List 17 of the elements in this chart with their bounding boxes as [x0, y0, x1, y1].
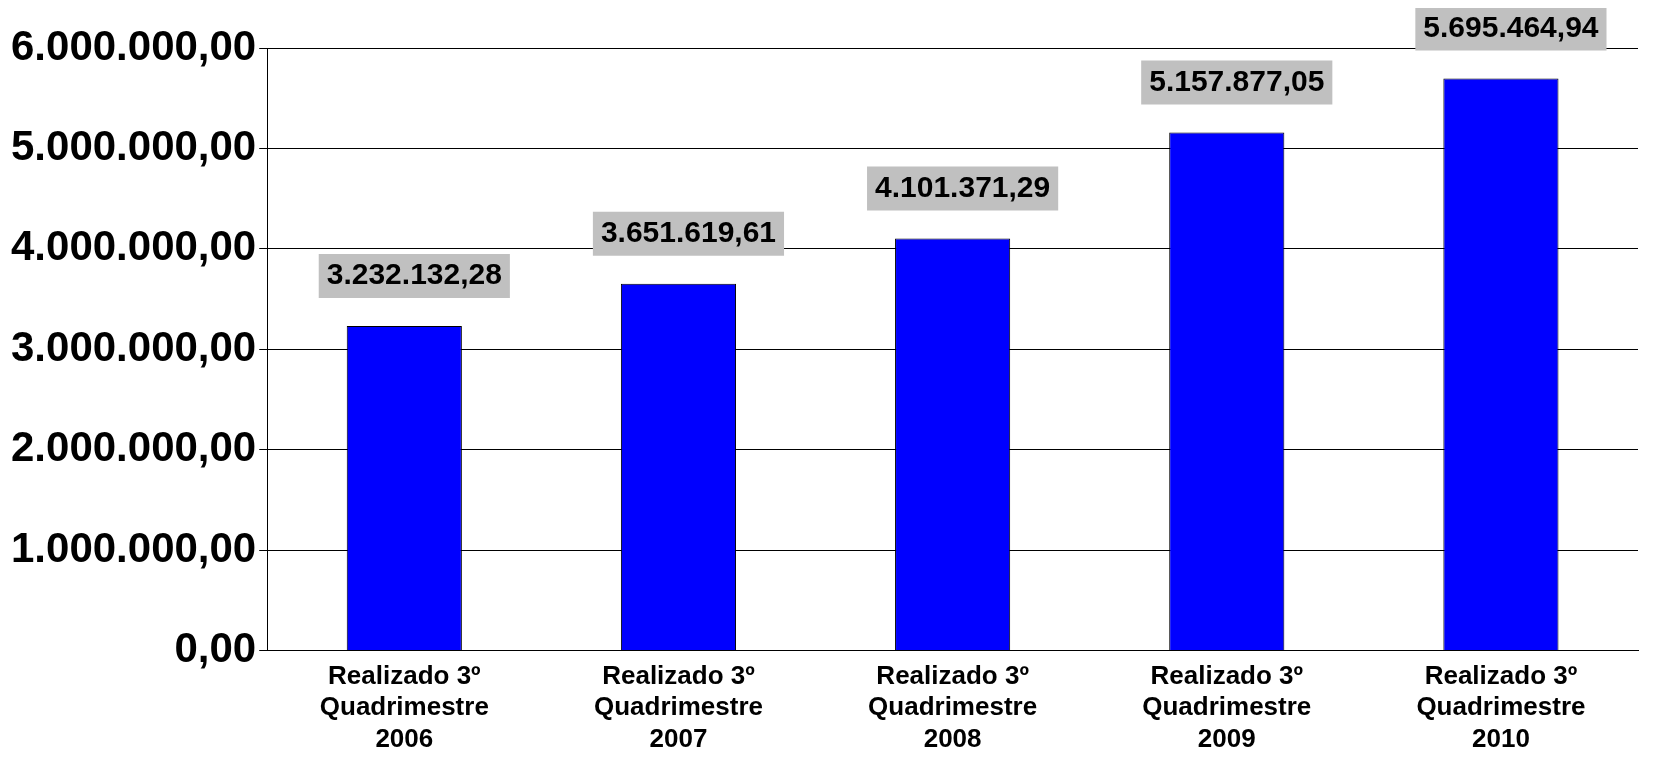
y-tick-label: 5.000.000,00 [11, 121, 257, 169]
y-tick-label: 2.000.000,00 [11, 423, 257, 471]
data-label: 3.651.619,61 [600, 215, 777, 249]
data-label: 5.157.877,05 [1149, 63, 1325, 97]
y-tick-label: 0,00 [174, 623, 257, 671]
x-tick-label: Realizado 3º Quadrimestre 2007 [593, 660, 763, 753]
x-tick-label: Realizado 3º Quadrimestre 2010 [1416, 660, 1586, 753]
data-label: 5.695.464,94 [1423, 9, 1599, 43]
x-tick-label: Realizado 3º Quadrimestre 2008 [868, 660, 1038, 753]
data-label: 4.101.371,29 [875, 169, 1051, 203]
y-tick-label: 1.000.000,00 [11, 523, 257, 571]
x-tick-label: Realizado 3º Quadrimestre 2006 [319, 660, 489, 753]
data-label: 3.232.132,28 [326, 257, 502, 291]
x-tick-label: Realizado 3º Quadrimestre 2009 [1142, 660, 1312, 753]
y-tick-label: 6.000.000,00 [11, 21, 257, 69]
y-tick-label: 4.000.000,00 [11, 222, 257, 270]
y-tick-label: 3.000.000,00 [11, 322, 257, 370]
